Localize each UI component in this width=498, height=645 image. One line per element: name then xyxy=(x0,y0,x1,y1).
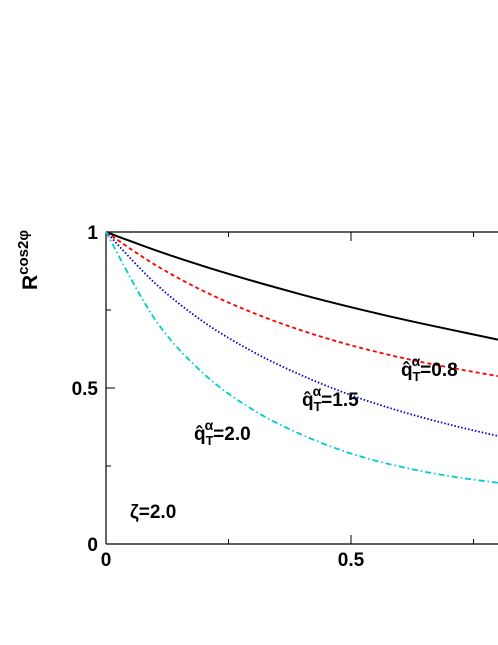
zeta-annotation: ζ=2.0 xyxy=(130,502,176,523)
curve-label-q15-value: =1.5 xyxy=(321,390,359,411)
y-tick-label: 0.5 xyxy=(72,379,99,400)
ticks xyxy=(105,231,474,545)
curve-label-q20-value: =2.0 xyxy=(213,424,251,445)
plot-frame xyxy=(105,231,498,545)
q-hat-base: q̂ xyxy=(194,424,206,445)
curve-label-q08-text: q̂Tα=0.8 xyxy=(401,353,458,384)
tick-labels: 0 0.5 0 0.5 1 xyxy=(72,223,365,571)
y-tick-label: 0 xyxy=(87,535,98,556)
curve-label-q08: q̂Tα=0.8 xyxy=(401,353,458,384)
curve-label-q08-value: =0.8 xyxy=(420,360,458,381)
curves xyxy=(105,231,498,484)
q-hat-base: q̂ xyxy=(302,390,314,411)
q-hat-base: q̂ xyxy=(401,360,413,381)
series-line-q08 xyxy=(105,231,498,341)
series-line-q20 xyxy=(105,231,498,484)
y-axis-label: Rcos2φ xyxy=(15,230,42,290)
q-sub-T: T xyxy=(314,399,322,414)
q-sup-alpha: α xyxy=(412,353,421,369)
q-sub-T: T xyxy=(413,369,421,384)
x-tick-label: 0.5 xyxy=(338,550,365,571)
series-line-q08-red xyxy=(105,231,498,377)
y-axis-label-base: R xyxy=(19,275,42,290)
q-sup-alpha: α xyxy=(205,417,214,433)
x-tick-label: 0 xyxy=(101,550,112,571)
q-sup-alpha: α xyxy=(313,383,322,399)
curve-label-q20: q̂Tα=2.0 xyxy=(194,417,251,448)
y-axis-label-sup: cos2φ xyxy=(15,230,32,275)
curve-label-q15: q̂Tα=1.5 xyxy=(302,383,359,414)
y-tick-label: 1 xyxy=(87,223,98,244)
curve-label-q15-text: q̂Tα=1.5 xyxy=(302,383,359,414)
q-sub-T: T xyxy=(206,433,214,448)
series-line-q15 xyxy=(105,231,498,437)
curve-label-q20-text: q̂Tα=2.0 xyxy=(194,417,251,448)
